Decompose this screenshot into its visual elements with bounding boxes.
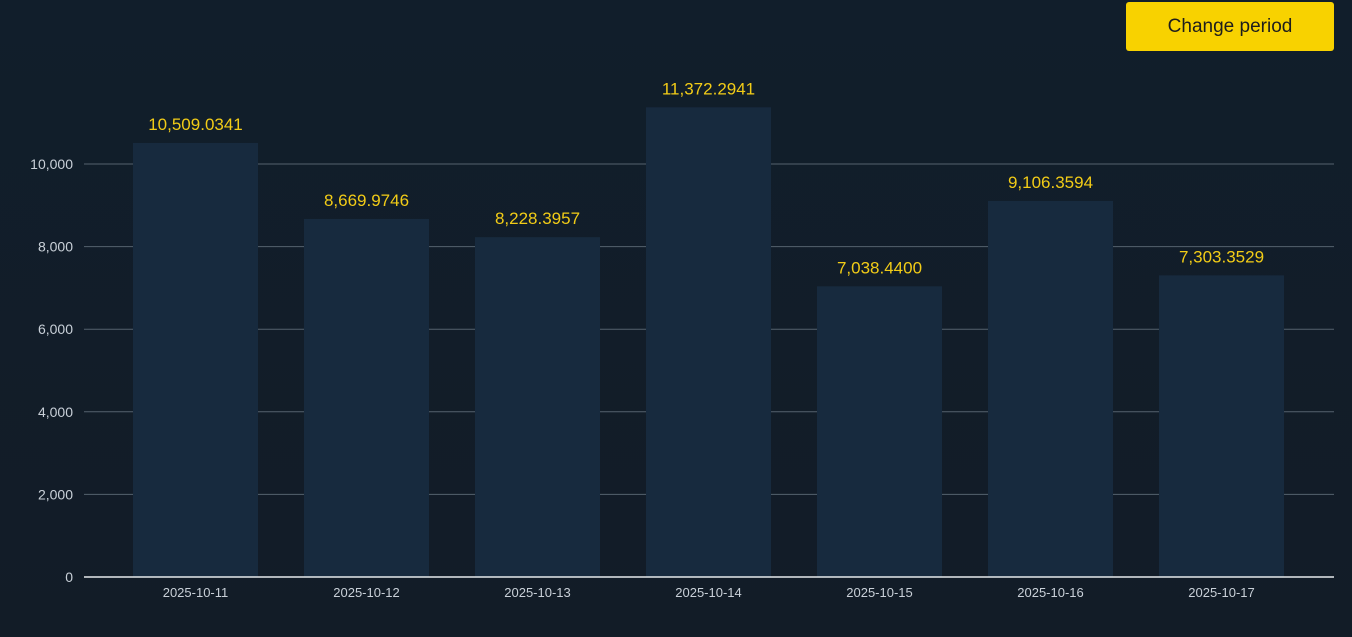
data-label: 7,303.3529 [1179,247,1264,266]
x-tick-label: 2025-10-11 [163,585,229,600]
data-label: 8,228.3957 [495,209,580,228]
y-tick-label: 4,000 [38,404,73,420]
data-label: 10,509.0341 [148,115,243,134]
bar [304,218,429,577]
bar [817,286,942,577]
x-tick-label: 2025-10-17 [1188,585,1255,600]
data-label: 8,669.9746 [324,191,409,210]
data-label: 9,106.3594 [1008,173,1093,192]
y-tick-label: 0 [65,569,73,585]
x-tick-label: 2025-10-16 [1017,585,1084,600]
bar [988,200,1113,578]
x-tick-label: 2025-10-15 [846,585,913,600]
bar [475,237,600,578]
data-label: 7,038.4400 [837,258,922,277]
y-tick-label: 2,000 [38,486,73,502]
bar [1159,275,1284,577]
data-label: 11,372.2941 [662,79,755,98]
x-tick-label: 2025-10-13 [504,585,571,600]
y-tick-label: 10,000 [30,156,73,172]
y-tick-label: 8,000 [38,239,73,255]
change-period-button[interactable]: Change period [1126,2,1334,51]
bar [646,107,771,578]
x-tick-label: 2025-10-14 [675,585,742,600]
y-tick-label: 6,000 [38,321,73,337]
bar [133,142,258,577]
x-tick-label: 2025-10-12 [333,585,400,600]
